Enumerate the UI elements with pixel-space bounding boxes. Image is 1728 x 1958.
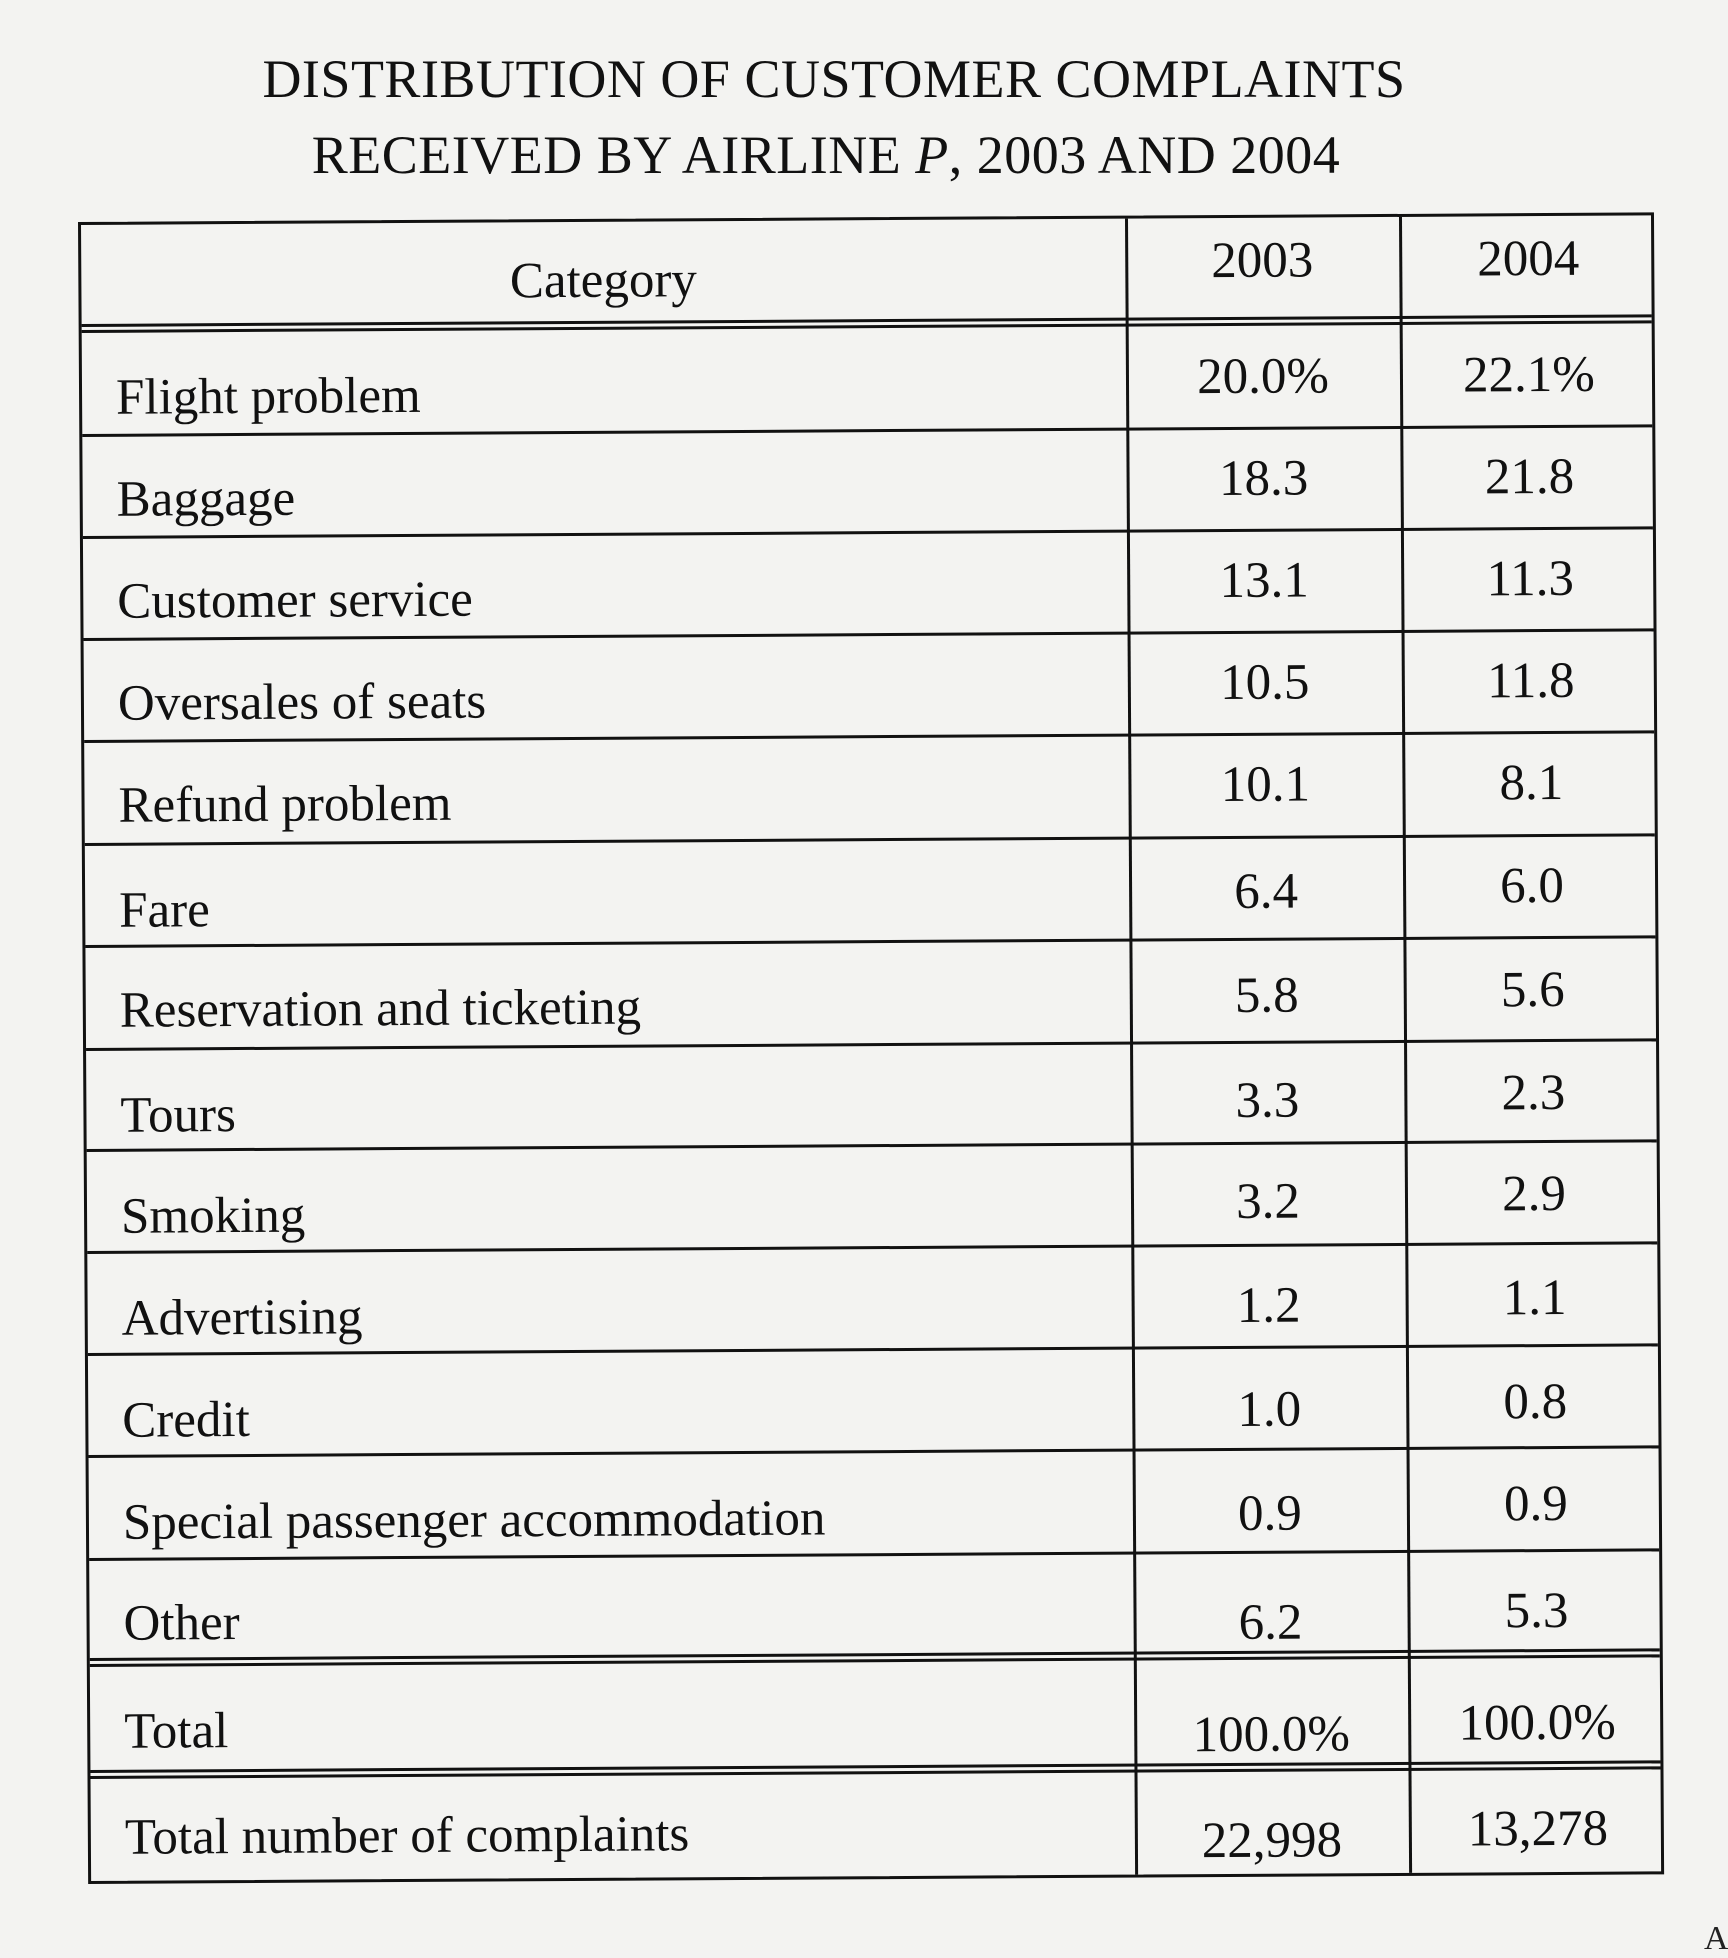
row-value-2003: 18.3 <box>1218 450 1309 508</box>
row-category: Reservation and ticketing <box>119 979 642 1039</box>
row-category: Smoking <box>120 1187 306 1245</box>
row-category: Special passenger accommodation <box>122 1490 826 1551</box>
row-value-2004: 8.1 <box>1499 754 1564 812</box>
total-2003: 100.0% <box>1192 1706 1351 1764</box>
row-value-2003: 10.5 <box>1220 654 1310 712</box>
row-value-2003: 1.0 <box>1237 1381 1302 1438</box>
row-value-2003: 0.9 <box>1237 1485 1302 1542</box>
header-2003: 2003 <box>1211 232 1314 290</box>
table-title-line-2: RECEIVED BY AIRLINE P, 2003 AND 2004 <box>0 128 1690 182</box>
row-category: Oversales of seats <box>117 673 487 732</box>
table-row: Fare 6.4 6.0 <box>84 836 1656 948</box>
table-row: Special passenger accommodation 0.9 0.9 <box>88 1448 1660 1561</box>
table-row: Refund problem 10.1 8.1 <box>84 733 1655 846</box>
table-row: Baggage 18.3 21.8 <box>82 427 1653 539</box>
row-category: Tours <box>120 1087 237 1144</box>
table-row: Tours 3.3 2.3 <box>86 1041 1657 1152</box>
table-row: Smoking 3.2 2.9 <box>86 1142 1658 1254</box>
row-value-2004: 0.8 <box>1503 1373 1568 1431</box>
table-row: Other 6.2 5.3 <box>89 1551 1660 1667</box>
row-category: Customer service <box>117 571 473 630</box>
title-airline-letter: P <box>915 125 949 185</box>
row-category: Baggage <box>116 470 296 528</box>
row-value-2004: 1.1 <box>1502 1269 1567 1327</box>
row-category: Advertising <box>121 1289 363 1347</box>
row-category: Other <box>123 1595 240 1652</box>
count-2004: 13,278 <box>1467 1800 1609 1858</box>
row-category: Fare <box>119 882 211 939</box>
row-value-2003: 20.0% <box>1196 348 1329 406</box>
complaints-table: Category 2003 2004 Flight problem 20.0% … <box>78 212 1665 1884</box>
row-value-2004: 2.3 <box>1501 1064 1566 1122</box>
total-row: Total 100.0% 100.0% <box>89 1657 1661 1779</box>
row-value-2004: 5.3 <box>1504 1582 1569 1640</box>
header-2004: 2004 <box>1477 230 1580 288</box>
row-value-2004: 11.3 <box>1486 550 1575 608</box>
row-value-2004: 21.8 <box>1484 448 1575 506</box>
row-value-2003: 6.2 <box>1238 1594 1303 1651</box>
row-value-2004: 5.6 <box>1500 961 1565 1019</box>
count-label: Total number of complaints <box>124 1806 690 1866</box>
table-row: Flight problem 20.0% 22.1% <box>81 323 1653 437</box>
total-2004: 100.0% <box>1458 1694 1616 1752</box>
row-value-2003: 3.2 <box>1235 1173 1301 1230</box>
table-title-line-1: DISTRIBUTION OF CUSTOMER COMPLAINTS <box>262 49 1406 109</box>
table-row: Reservation and ticketing 5.8 5.6 <box>85 938 1657 1051</box>
row-value-2003: 3.3 <box>1235 1072 1300 1129</box>
title-prefix: RECEIVED BY AIRLINE <box>311 125 916 185</box>
table-row: Oversales of seats 10.5 11.8 <box>83 631 1655 743</box>
row-value-2003: 6.4 <box>1234 863 1299 920</box>
row-value-2003: 10.1 <box>1220 756 1311 814</box>
row-value-2003: 13.1 <box>1219 552 1310 610</box>
row-value-2003: 1.2 <box>1236 1277 1301 1334</box>
table-row: Advertising 1.2 1.1 <box>87 1244 1658 1356</box>
margin-text-fragment: Ai <box>1704 1920 1728 1957</box>
total-label: Total <box>124 1703 229 1760</box>
row-category: Refund problem <box>118 775 452 834</box>
table-row: Customer service 13.1 11.3 <box>82 529 1654 641</box>
row-category: Credit <box>122 1391 250 1449</box>
row-value-2004: 0.9 <box>1503 1475 1568 1533</box>
table-row: Credit 1.0 0.8 <box>87 1346 1659 1458</box>
header-category: Category <box>509 252 698 310</box>
complaints-count-row: Total number of complaints 22,998 13,278 <box>91 1769 1662 1884</box>
row-value-2004: 6.0 <box>1500 857 1565 915</box>
count-2003: 22,998 <box>1201 1812 1343 1870</box>
row-value-2004: 2.9 <box>1501 1165 1567 1223</box>
row-value-2004: 11.8 <box>1486 652 1575 710</box>
header-row: Category 2003 2004 <box>81 215 1652 333</box>
title-suffix: , 2003 AND 2004 <box>948 125 1341 185</box>
row-value-2004: 22.1% <box>1462 346 1595 404</box>
row-value-2003: 5.8 <box>1234 967 1299 1024</box>
row-category: Flight problem <box>115 367 421 426</box>
